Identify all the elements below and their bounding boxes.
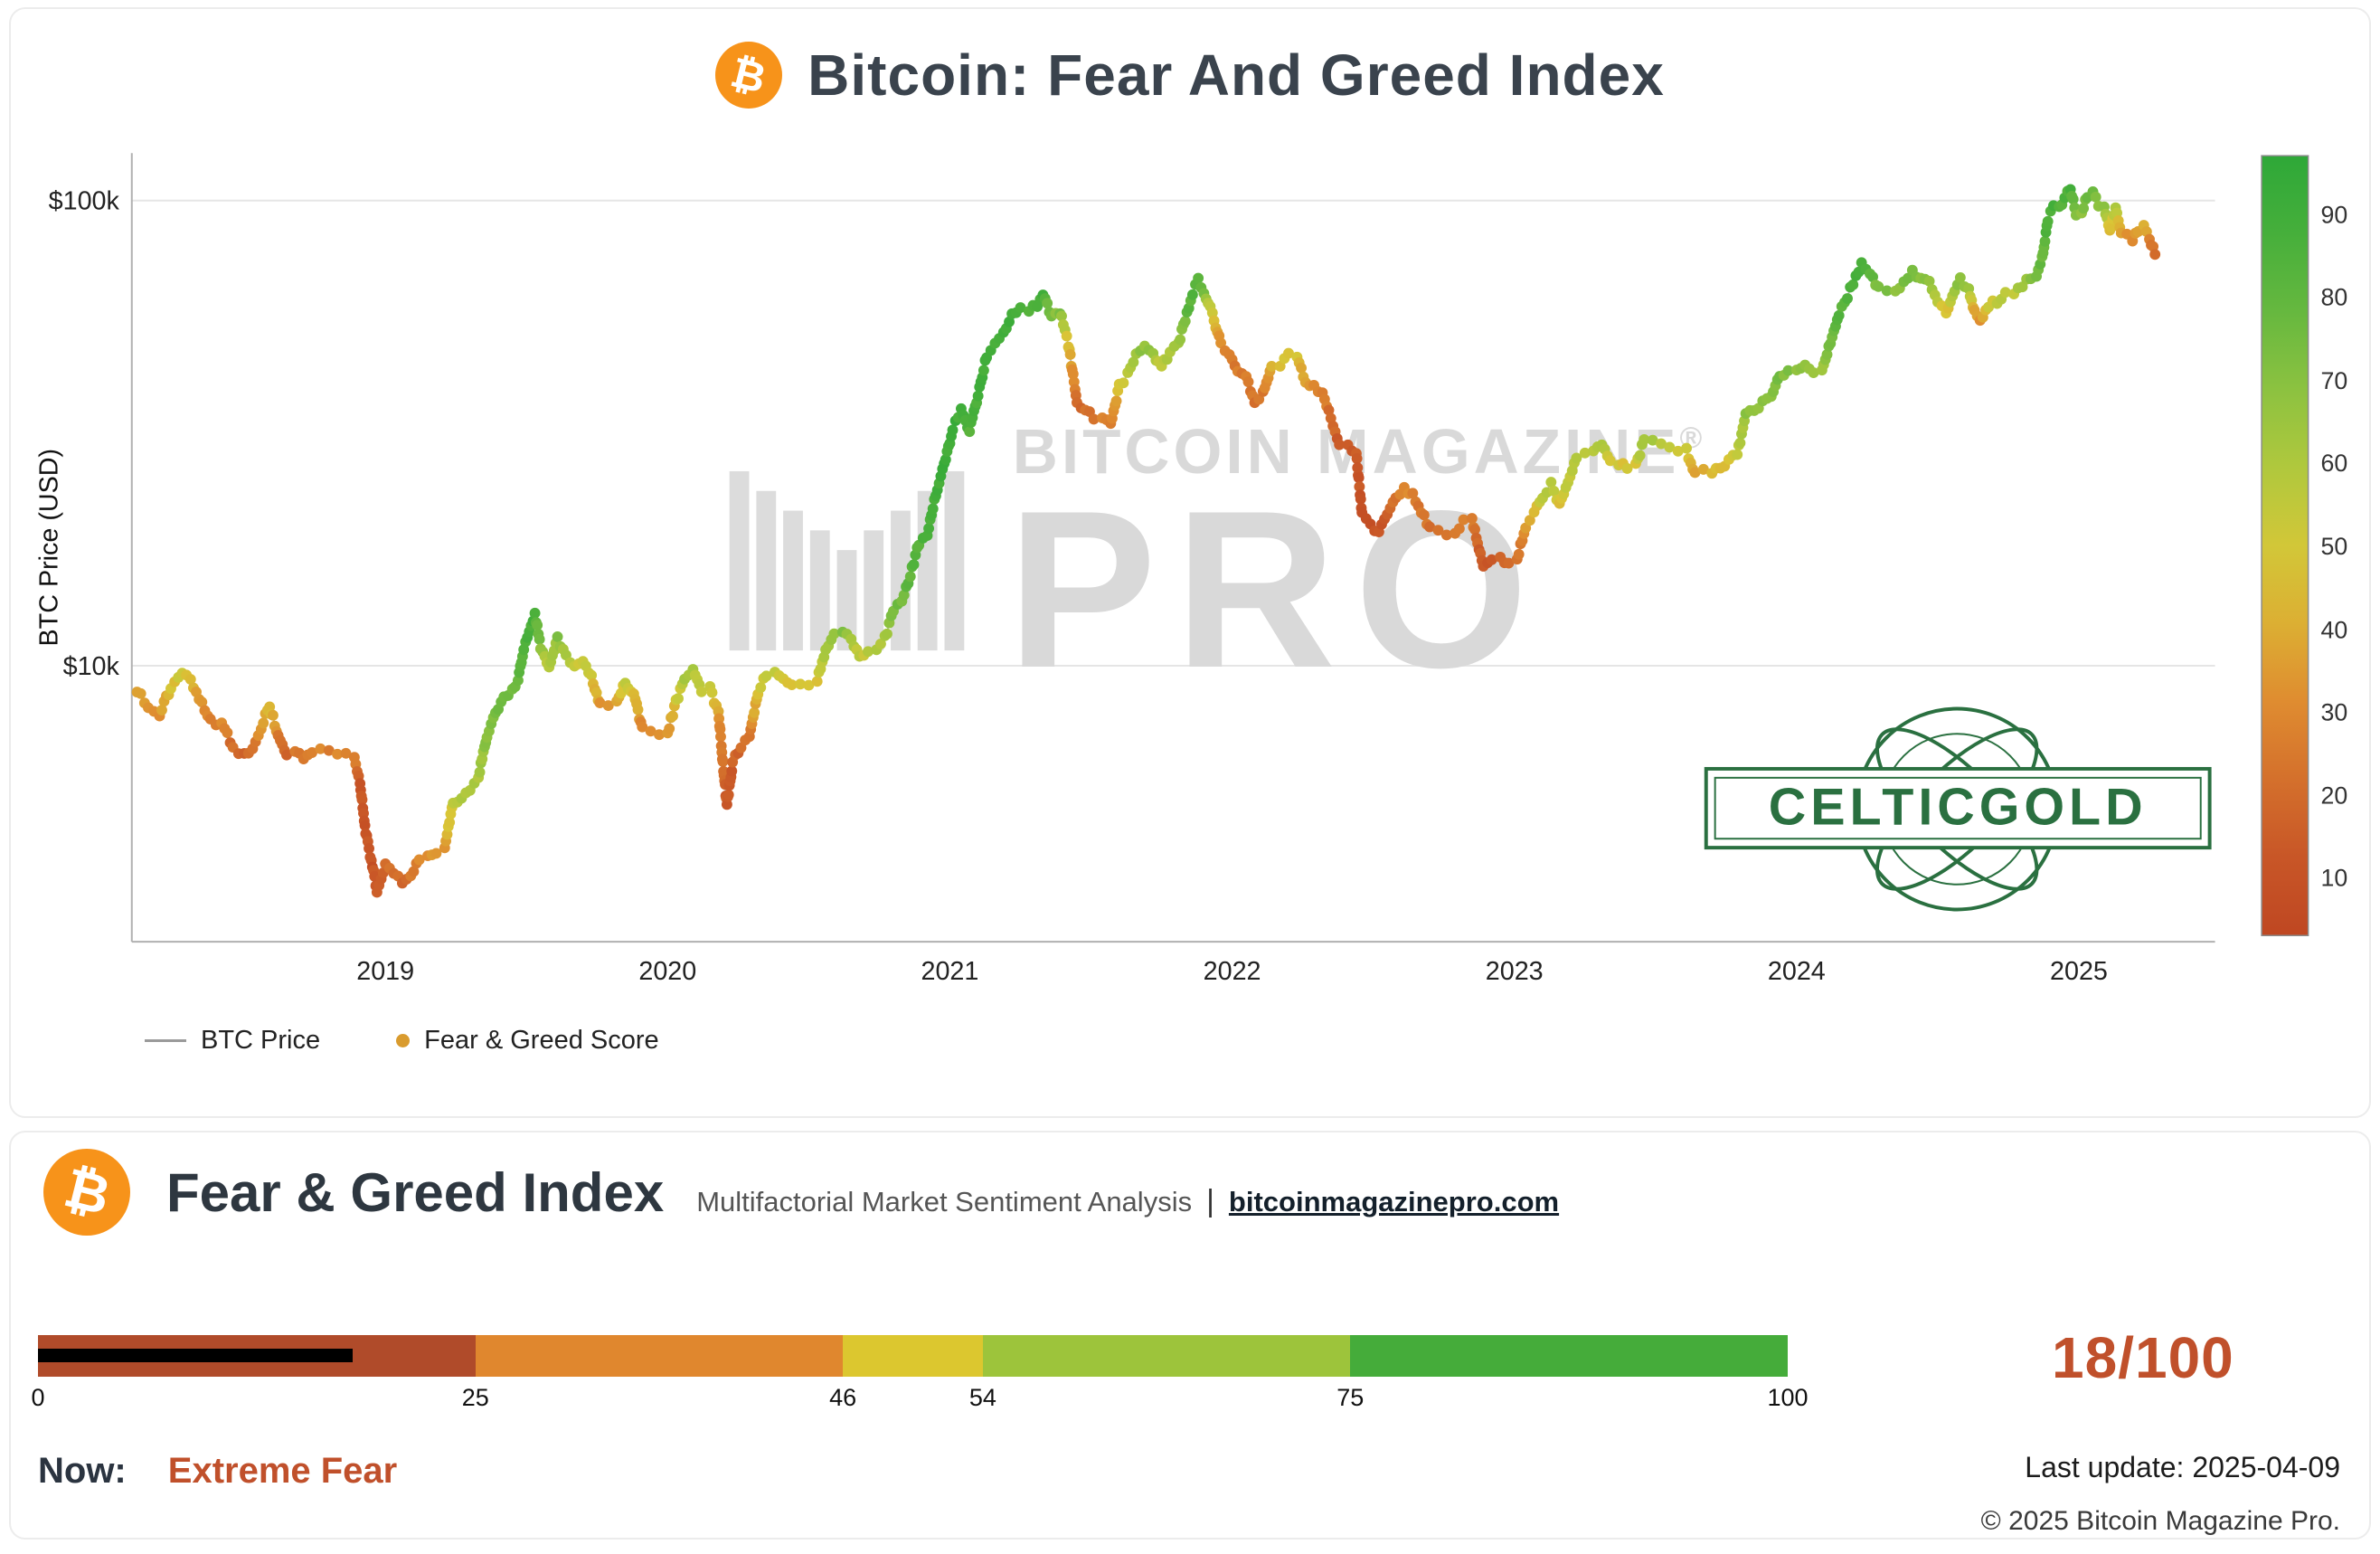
svg-text:2020: 2020	[638, 957, 696, 986]
gauge-area: 0 25 46 54 75 100 18/100	[31, 1325, 2369, 1420]
svg-text:70: 70	[2320, 367, 2347, 394]
legend-item-fear-greed-score[interactable]: Fear & Greed Score	[396, 1026, 659, 1056]
last-update: Last update: 2025-04-09	[2025, 1451, 2340, 1483]
panel-header: ₿ Fear & Greed Index Multifactorial Mark…	[11, 1132, 2369, 1236]
svg-text:20: 20	[2320, 782, 2347, 810]
svg-text:2023: 2023	[1486, 957, 1544, 986]
svg-text:60: 60	[2320, 450, 2347, 477]
svg-text:10: 10	[2320, 865, 2347, 892]
gauge-value-indicator	[38, 1349, 354, 1362]
svg-text:BTC Price (USD): BTC Price (USD)	[35, 449, 64, 647]
gauge-tick-label: 46	[829, 1384, 857, 1411]
btc-glyph: ₿	[726, 48, 771, 102]
gauge-segment	[475, 1335, 844, 1377]
svg-text:40: 40	[2320, 616, 2347, 643]
panel-title: Fear & Greed Index	[166, 1161, 665, 1223]
current-sentiment: Now: Extreme Fear	[38, 1451, 397, 1492]
legend-item-btc-price[interactable]: BTC Price	[145, 1026, 320, 1056]
chart-title: Bitcoin: Fear And Greed Index	[808, 43, 1665, 108]
gauge-segment	[982, 1335, 1351, 1377]
gauge-segment	[843, 1335, 983, 1377]
panel-subtitle: Multifactorial Market Sentiment Analysis	[696, 1185, 1193, 1218]
gauge-tick-label: 54	[968, 1384, 996, 1411]
gauge-tick-label: 100	[1767, 1384, 1809, 1411]
btc-glyph: ₿	[58, 1157, 116, 1227]
dot-swatch-icon	[396, 1034, 411, 1047]
separator: |	[1206, 1183, 1214, 1218]
svg-text:2025: 2025	[2050, 957, 2108, 986]
svg-text:50: 50	[2320, 533, 2347, 560]
gauge-tick-label: 75	[1336, 1384, 1365, 1411]
svg-text:2019: 2019	[356, 957, 414, 986]
watermark: BITCOIN MAGAZINE®PRO	[729, 416, 1702, 715]
site-link[interactable]: bitcoinmagazinepro.com	[1228, 1185, 1560, 1218]
panel-bottom: Now: Extreme Fear Last update: 2025-04-09…	[38, 1451, 2340, 1537]
fear-greed-panel: ₿ Fear & Greed Index Multifactorial Mark…	[9, 1131, 2371, 1540]
fear-greed-gauge: 0 25 46 54 75 100	[31, 1335, 1809, 1420]
chart-card: ₿ Bitcoin: Fear And Greed Index $100k $10…	[9, 7, 2371, 1118]
copyright: © 2025 Bitcoin Magazine Pro.	[1980, 1506, 2340, 1536]
now-label: Now:	[38, 1451, 127, 1491]
legend-label-fear-greed-score: Fear & Greed Score	[424, 1026, 659, 1055]
bitcoin-logo-icon: ₿	[715, 42, 783, 109]
svg-text:30: 30	[2320, 698, 2347, 725]
svg-text:2024: 2024	[1768, 957, 1826, 986]
panel-titles: Fear & Greed Index Multifactorial Market…	[166, 1161, 1559, 1224]
svg-text:PRO: PRO	[1007, 465, 1546, 715]
fear-greed-price-chart: $100k $10k 2019 2020 2021 2022 2023 2024 2025 BTC…	[35, 153, 2347, 986]
bitcoin-logo-icon: ₿	[43, 1149, 130, 1236]
score-display: 18/100	[2052, 1325, 2234, 1390]
gauge-tick-label: 0	[31, 1384, 45, 1411]
celticgold-logo: CELTICGOLD	[1704, 706, 2212, 912]
svg-text:$10k: $10k	[63, 652, 120, 681]
svg-text:$100k: $100k	[49, 187, 120, 216]
chart-legend: BTC Price Fear & Greed Score	[145, 1026, 2369, 1056]
gauge-tick-labels: 0 25 46 54 75 100	[31, 1384, 1808, 1420]
line-swatch-icon	[145, 1039, 186, 1042]
fear-greed-dots	[131, 184, 2161, 898]
gauge-segment	[1350, 1335, 1788, 1377]
svg-text:2021: 2021	[921, 957, 978, 986]
gauge-tick-label: 25	[461, 1384, 489, 1411]
sentiment-value: Extreme Fear	[167, 1451, 398, 1491]
legend-label-btc-price: BTC Price	[201, 1026, 321, 1055]
colorbar: 90 80 70 60 50 40 30 20 10	[2261, 155, 2347, 936]
chart-header: ₿ Bitcoin: Fear And Greed Index	[11, 9, 2369, 136]
svg-text:80: 80	[2320, 284, 2347, 311]
svg-text:2022: 2022	[1204, 957, 1261, 986]
footer-info: Last update: 2025-04-09 © 2025 Bitcoin M…	[1981, 1451, 2340, 1537]
svg-text:CELTICGOLD: CELTICGOLD	[1769, 778, 2148, 836]
svg-text:90: 90	[2320, 201, 2347, 228]
